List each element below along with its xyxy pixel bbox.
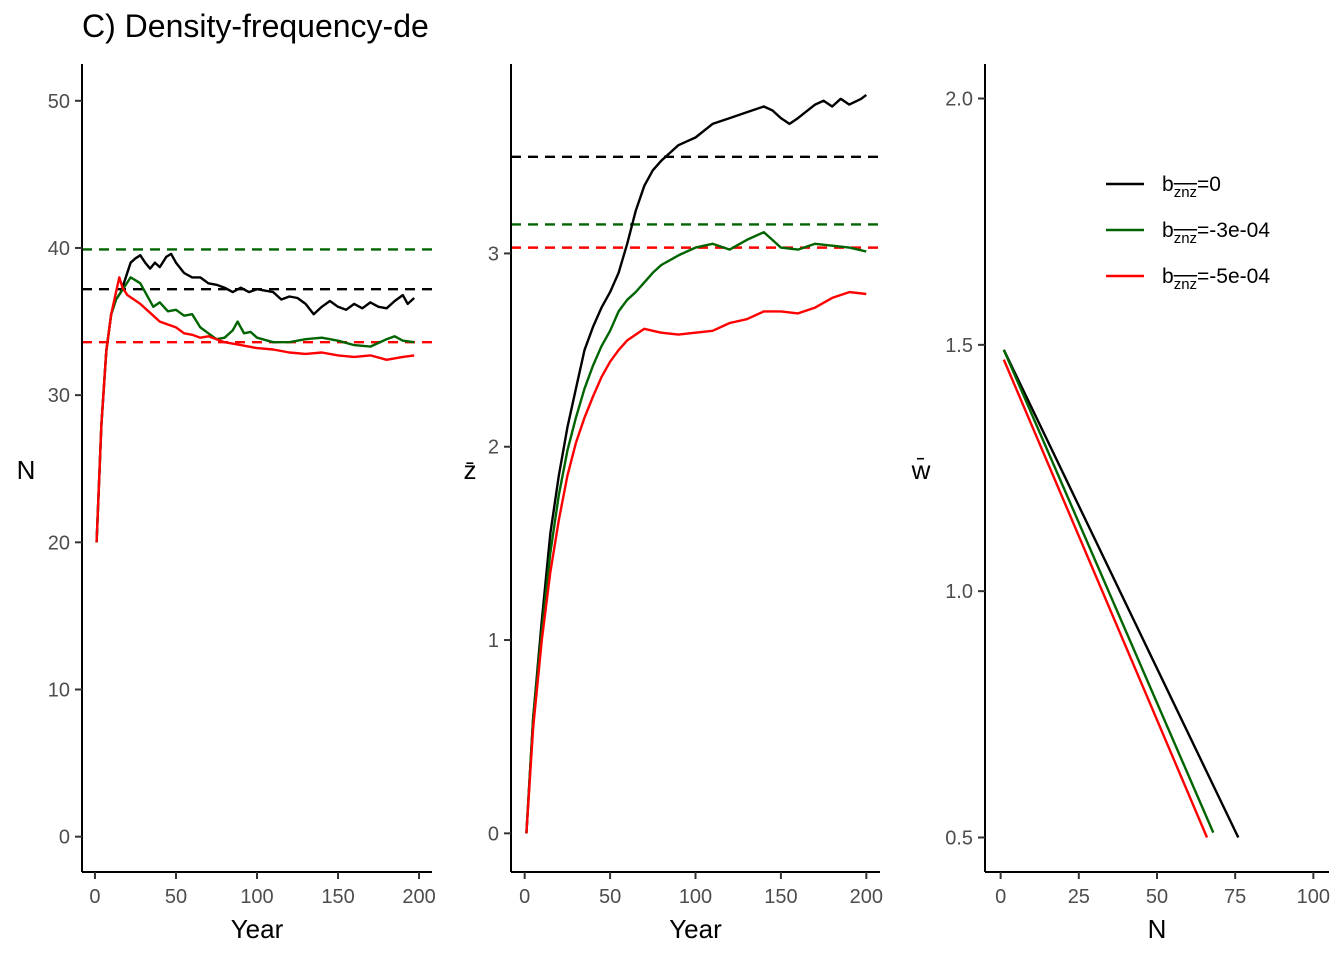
- wbar-y-tick-label: 0.5: [945, 828, 973, 850]
- n-x-tick-label: 50: [165, 886, 187, 908]
- figure-title: C) Density-frequency-de: [82, 8, 429, 44]
- legend-label-1: bznz=-3e-04: [1162, 219, 1270, 247]
- wbar-x-tick-label: 25: [1068, 886, 1090, 908]
- zbar-series-line-1: [525, 231, 867, 834]
- zbar-x-tick-label: 100: [679, 886, 712, 908]
- wbar-x-axis-label: N: [1148, 914, 1167, 944]
- n-y-axis-label: N: [17, 455, 36, 485]
- wbar-series-line-0: [1002, 349, 1240, 839]
- n-y-tick-label: 20: [48, 532, 70, 554]
- wbar-series-line-1: [1002, 349, 1215, 834]
- wbar-x-tick-label: 0: [995, 886, 1006, 908]
- wbar-y-axis-label: w̄: [911, 455, 931, 485]
- zbar-y-tick-label: 0: [488, 823, 499, 845]
- legend: bznz=0 bznz=-3e-04 bznz=-5e-04: [1106, 173, 1270, 293]
- panel-population-size: 0 50 100 150 200 0 10 20 30 40 50 Year N: [17, 64, 436, 944]
- wbar-x-tick-label: 50: [1146, 886, 1168, 908]
- zbar-x-tick-label: 200: [850, 886, 883, 908]
- zbar-x-tick-label: 150: [764, 886, 797, 908]
- n-y-tick-label: 50: [48, 91, 70, 113]
- wbar-x-tick-label: 100: [1297, 886, 1330, 908]
- n-x-tick-label: 200: [402, 886, 435, 908]
- zbar-x-tick-label: 0: [519, 886, 530, 908]
- legend-label-0: bznz=0: [1162, 173, 1221, 201]
- wbar-x-tick-label: 75: [1224, 886, 1246, 908]
- n-series-line-1: [95, 276, 415, 543]
- n-series-line-2: [95, 276, 415, 543]
- n-x-axis-label: Year: [231, 914, 284, 944]
- n-y-tick-label: 0: [59, 827, 70, 849]
- zbar-y-axis-label: z̄: [464, 455, 477, 485]
- n-series-line-0: [95, 252, 416, 543]
- n-y-tick-label: 40: [48, 238, 70, 260]
- wbar-y-tick-label: 1.5: [945, 335, 973, 357]
- zbar-x-tick-label: 50: [599, 886, 621, 908]
- panel-mean-fitness: 0 25 50 75 100 0.5 1.0 1.5 2.0 Nw̄: [911, 64, 1330, 944]
- zbar-y-tick-label: 3: [488, 243, 499, 265]
- wbar-series-line-2: [1002, 359, 1209, 838]
- zbar-y-tick-label: 2: [488, 437, 499, 459]
- title-clip: C) Density-frequency-de: [0, 0, 448, 60]
- panel-mean-trait: 0 50 100 150 200 0 1 2 3 Year z̄: [464, 64, 883, 944]
- n-x-tick-label: 0: [89, 886, 100, 908]
- n-x-tick-label: 100: [240, 886, 273, 908]
- n-y-tick-label: 30: [48, 385, 70, 407]
- n-y-tick-label: 10: [48, 680, 70, 702]
- wbar-y-tick-label: 1.0: [945, 581, 973, 603]
- zbar-series-line-0: [525, 93, 868, 834]
- wbar-y-tick-label: 2.0: [945, 88, 973, 110]
- n-x-tick-label: 150: [321, 886, 354, 908]
- legend-label-2: bznz=-5e-04: [1162, 265, 1270, 293]
- zbar-series-line-2: [525, 290, 867, 834]
- zbar-x-axis-label: Year: [669, 914, 722, 944]
- zbar-y-tick-label: 1: [488, 630, 499, 652]
